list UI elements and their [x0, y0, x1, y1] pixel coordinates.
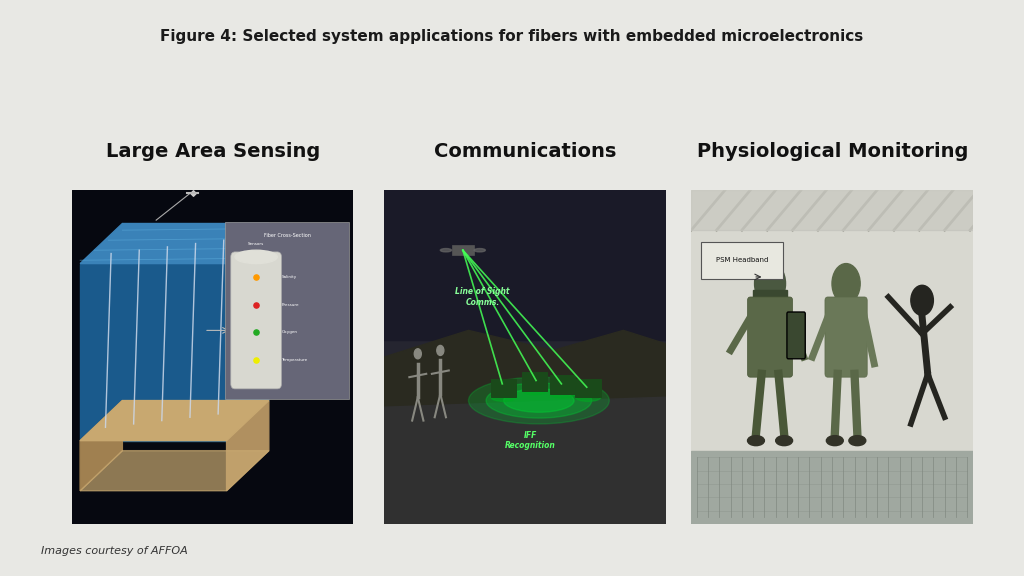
Ellipse shape	[474, 249, 485, 252]
Ellipse shape	[755, 262, 785, 305]
Polygon shape	[384, 397, 666, 524]
Ellipse shape	[550, 390, 575, 398]
Bar	[452, 245, 474, 255]
FancyBboxPatch shape	[748, 297, 793, 377]
Bar	[384, 190, 666, 340]
Ellipse shape	[492, 393, 516, 401]
Polygon shape	[226, 400, 268, 491]
Text: Salinity: Salinity	[282, 275, 297, 279]
Bar	[522, 372, 548, 391]
Ellipse shape	[469, 377, 609, 424]
Point	[248, 328, 264, 337]
Text: Figure 4: Selected system applications for fibers with embedded microelectronics: Figure 4: Selected system applications f…	[161, 29, 863, 44]
Polygon shape	[80, 264, 226, 441]
Text: Sensors: Sensors	[248, 242, 264, 246]
Ellipse shape	[415, 349, 421, 359]
Ellipse shape	[522, 386, 548, 395]
FancyBboxPatch shape	[825, 297, 867, 377]
Bar	[691, 190, 973, 230]
Text: Images courtesy of AFFOA: Images courtesy of AFFOA	[41, 546, 187, 556]
Text: Line of Sight
Comms.: Line of Sight Comms.	[456, 287, 510, 306]
FancyBboxPatch shape	[230, 252, 282, 389]
Bar	[691, 450, 973, 524]
FancyBboxPatch shape	[701, 242, 782, 279]
Polygon shape	[384, 331, 666, 524]
FancyBboxPatch shape	[225, 222, 349, 399]
Ellipse shape	[437, 346, 443, 355]
Ellipse shape	[504, 389, 574, 412]
Point	[248, 355, 264, 365]
FancyBboxPatch shape	[787, 312, 805, 359]
Ellipse shape	[440, 249, 452, 252]
Polygon shape	[80, 223, 268, 264]
Text: Pressure: Pressure	[282, 302, 299, 306]
Text: Oxygen: Oxygen	[282, 331, 297, 335]
Text: PSM Headband: PSM Headband	[716, 257, 768, 263]
Point	[248, 300, 264, 309]
Text: Temperature: Temperature	[282, 358, 307, 362]
Text: Large Area Sensing: Large Area Sensing	[105, 142, 321, 161]
Text: Fiber Cross-Section: Fiber Cross-Section	[263, 233, 310, 238]
Polygon shape	[226, 223, 268, 441]
Bar	[754, 290, 787, 304]
Text: Communications: Communications	[434, 142, 616, 161]
Ellipse shape	[911, 285, 934, 316]
Ellipse shape	[748, 435, 764, 446]
Ellipse shape	[849, 435, 866, 446]
Point	[184, 189, 201, 198]
Ellipse shape	[826, 435, 844, 446]
Text: IFF
Recognition: IFF Recognition	[505, 431, 556, 450]
Bar	[492, 379, 516, 397]
Polygon shape	[80, 400, 123, 491]
Ellipse shape	[486, 383, 592, 418]
Polygon shape	[80, 450, 268, 491]
Bar	[575, 379, 601, 397]
Ellipse shape	[234, 250, 278, 264]
Bar	[550, 376, 575, 394]
Ellipse shape	[575, 393, 601, 401]
Text: Physiological Monitoring: Physiological Monitoring	[696, 142, 969, 161]
Polygon shape	[80, 400, 268, 441]
Point	[248, 272, 264, 282]
Ellipse shape	[831, 264, 860, 304]
Ellipse shape	[776, 435, 793, 446]
